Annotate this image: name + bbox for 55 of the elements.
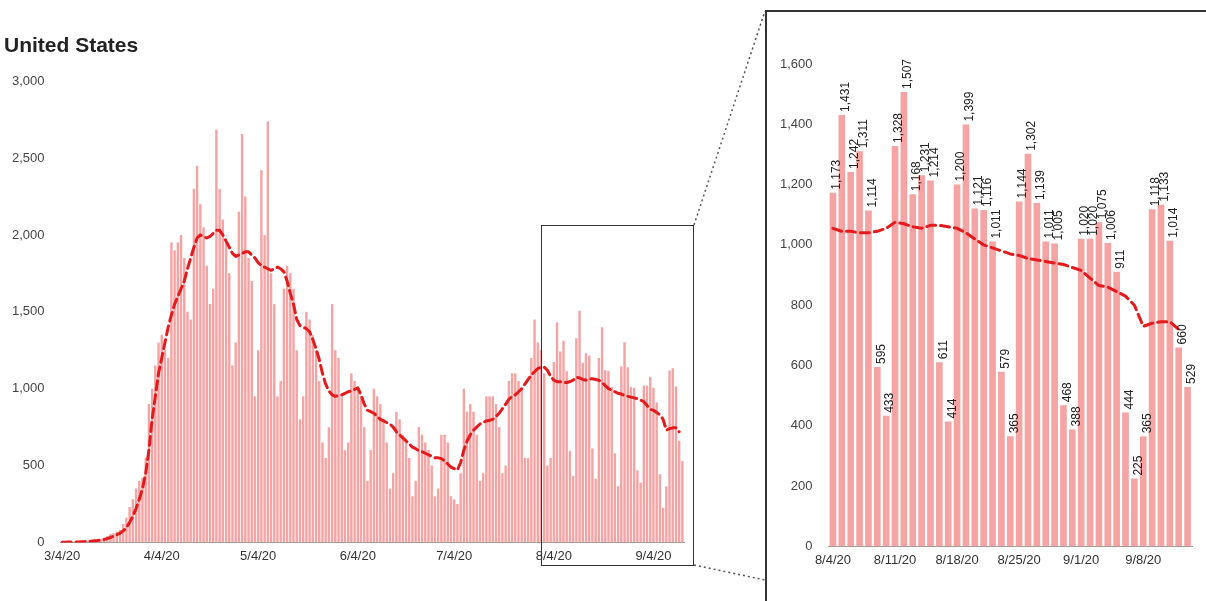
x-tick-label: 9/1/20 <box>1063 551 1100 567</box>
y-tick-label: 0 <box>805 537 813 553</box>
x-tick-label: 4/4/20 <box>143 547 180 563</box>
y-tick-label: 2,000 <box>11 226 45 242</box>
data-label: 529 <box>1183 363 1198 384</box>
x-tick-label: 6/4/20 <box>339 547 376 563</box>
chart-title: United States <box>4 33 139 57</box>
y-tick-label: 1,000 <box>779 236 813 252</box>
y-tick-label: 3,000 <box>11 72 45 88</box>
data-label: 1,139 <box>1033 169 1048 200</box>
data-label: 1,302 <box>1024 120 1039 151</box>
data-label: 365 <box>1139 413 1154 434</box>
x-tick-label: 5/4/20 <box>240 547 277 563</box>
data-label: 1,144 <box>1015 168 1030 199</box>
x-tick-label: 8/25/20 <box>997 551 1041 567</box>
x-tick-label: 3/4/20 <box>44 547 81 563</box>
y-tick-label: 1,600 <box>779 55 813 71</box>
data-label: 468 <box>1059 381 1074 403</box>
y-tick-label: 2,500 <box>11 149 45 165</box>
x-tick-label: 9/8/20 <box>1125 551 1162 567</box>
x-tick-label: 7/4/20 <box>436 547 473 563</box>
x-tick-label: 8/11/20 <box>873 551 917 567</box>
y-tick-label: 200 <box>790 477 813 493</box>
data-label: 611 <box>935 339 950 360</box>
data-label: 1,200 <box>953 151 968 182</box>
data-label: 1,114 <box>864 178 879 208</box>
x-tick-label: 8/18/20 <box>935 551 979 567</box>
data-label: 1,011 <box>988 209 1003 239</box>
data-label: 1,507 <box>900 58 915 90</box>
data-label: 414 <box>944 398 959 419</box>
data-label: 660 <box>1175 324 1190 345</box>
x-tick-label: 8/4/20 <box>814 551 852 567</box>
data-label: 365 <box>1006 413 1021 434</box>
y-tick-label: 1,200 <box>779 176 813 192</box>
data-label: 1,014 <box>1166 207 1181 238</box>
y-tick-label: 800 <box>790 296 813 312</box>
y-tick-label: 500 <box>22 457 45 473</box>
data-label: 388 <box>1068 406 1083 427</box>
y-tick-label: 0 <box>37 533 45 549</box>
y-tick-label: 1,500 <box>11 303 45 319</box>
data-label: 433 <box>882 392 897 413</box>
data-label: 595 <box>873 343 888 365</box>
data-label: 444 <box>1121 389 1136 410</box>
y-tick-label: 600 <box>790 357 813 373</box>
data-label: 1,173 <box>829 159 844 190</box>
y-tick-label: 1,000 <box>11 380 45 396</box>
data-label: 1,399 <box>962 91 977 122</box>
data-label: 579 <box>997 348 1012 369</box>
x-tick-label: 9/4/20 <box>635 547 672 563</box>
data-label: 225 <box>1130 455 1145 476</box>
y-tick-label: 400 <box>790 417 813 433</box>
data-label: 1,328 <box>891 112 906 144</box>
data-label: 911 <box>1112 249 1127 269</box>
data-label: 1,431 <box>838 81 853 112</box>
y-tick-label: 1,400 <box>779 115 813 131</box>
